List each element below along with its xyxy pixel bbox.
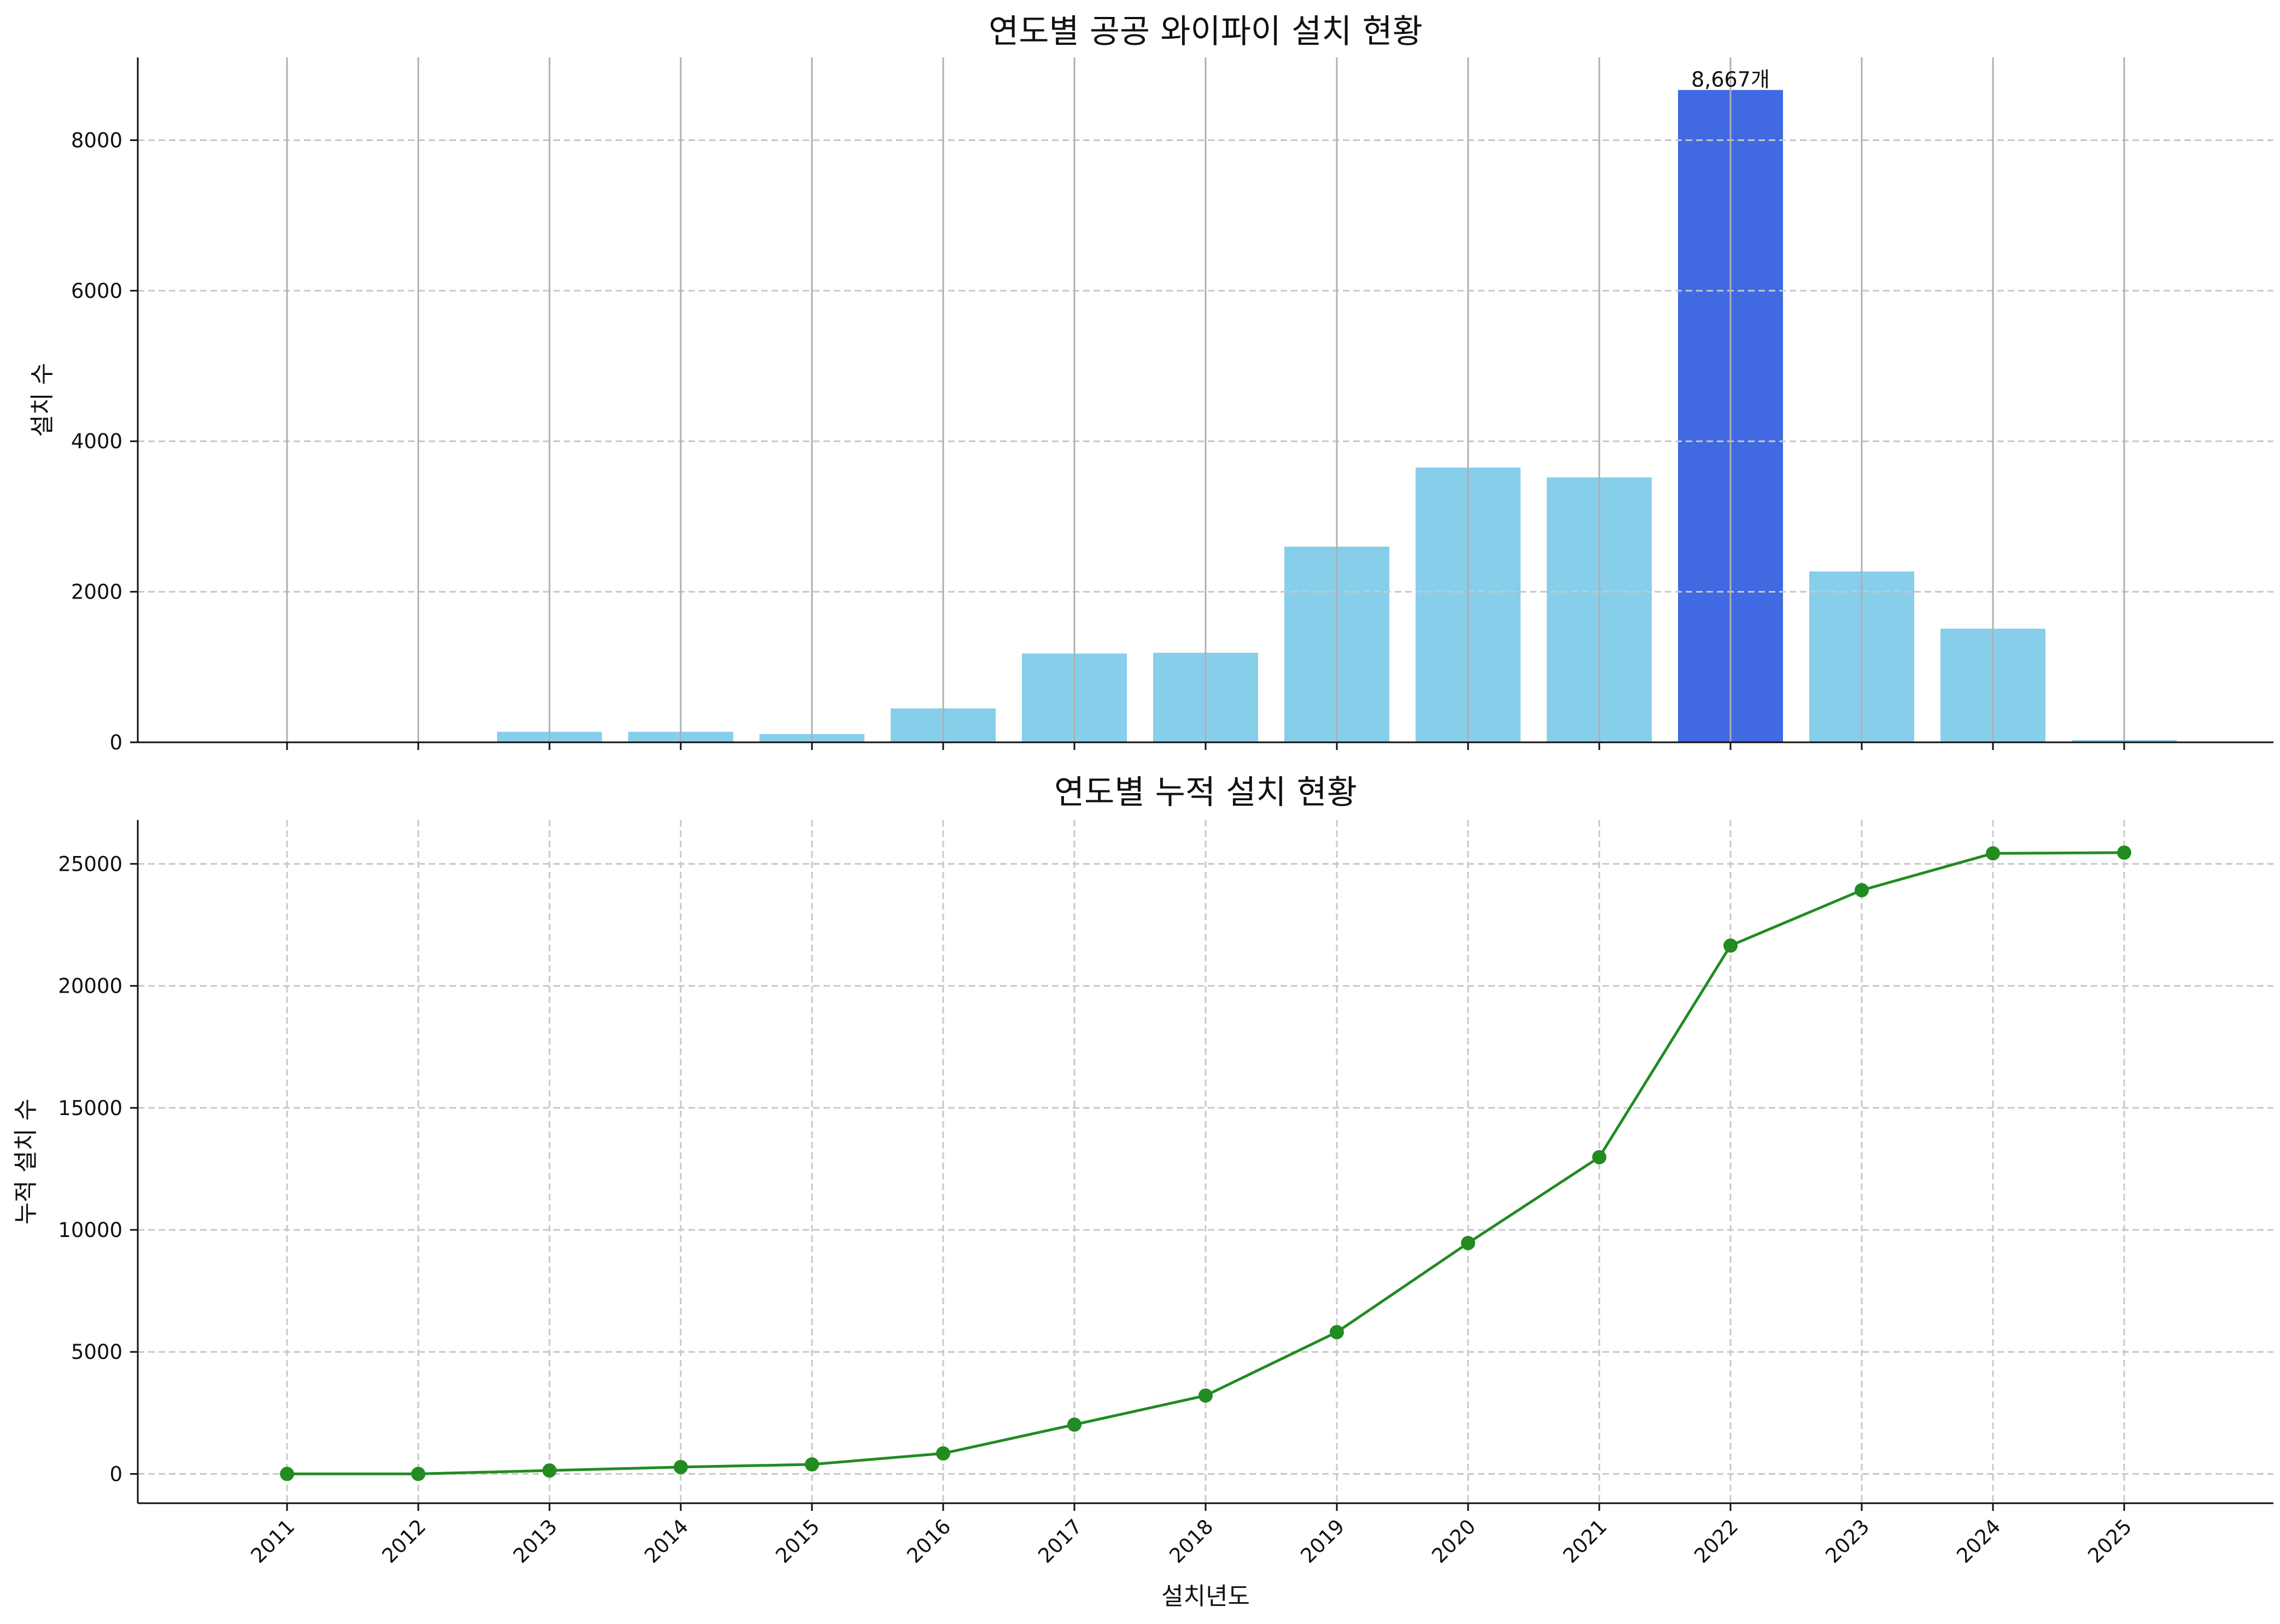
line-chart-x-tick-label: 2015 [771,1515,824,1568]
line-chart-x-tick-label: 2014 [640,1515,693,1568]
line-chart-gridlines [138,820,2273,1503]
line-chart-x-tick-label: 2019 [1296,1515,1349,1568]
point-2014 [674,1459,688,1474]
line-chart-y-tick-label: 25000 [58,852,122,876]
bar-chart-y-tick-label: 6000 [71,279,122,303]
line-chart-x-tick-label: 2018 [1165,1515,1218,1568]
line-chart-x-tick-label: 2013 [508,1515,562,1568]
bar-data-label: 8,667개 [1691,68,1770,92]
line-chart-x-ticks: 2011 2012 2013 2014 2015 2016 2017 2018 2019 2020… [246,1503,2136,1568]
line-chart-y-tick-label: 0 [109,1462,122,1486]
line-chart-x-tick-label: 2011 [246,1515,299,1568]
line-chart-x-tick-label: 2017 [1033,1515,1086,1568]
point-2013 [542,1463,557,1478]
line-chart-x-tick-label: 2023 [1821,1515,1874,1568]
line-chart-title: 연도별 누적 설치 현황 [1054,773,1357,812]
point-2022 [1723,938,1738,953]
line-chart-y-tick-label: 15000 [58,1097,122,1120]
point-2015 [805,1457,819,1472]
point-2024 [1986,846,2000,861]
line-chart-series [280,845,2131,1481]
point-2023 [1855,883,1869,898]
line-chart-x-tick-label: 2022 [1689,1515,1743,1568]
bar-chart-axes [137,57,2273,750]
point-2025 [2117,845,2131,860]
line-chart-x-tick-label: 2021 [1558,1515,1611,1568]
bar-chart-y-tick-label: 0 [109,731,122,754]
point-2016 [936,1446,950,1461]
line-chart-y-tick-label: 10000 [58,1218,122,1242]
bar-chart-y-tick-label: 4000 [71,430,122,453]
point-2011 [280,1467,294,1481]
point-2020 [1461,1236,1475,1251]
line-chart-x-tick-label: 2012 [377,1515,430,1568]
line-chart-x-axis-label: 설치년도 [1161,1582,1250,1610]
point-2018 [1199,1388,1213,1403]
line-chart-x-tick-label: 2025 [2083,1515,2136,1568]
point-2017 [1067,1417,1081,1432]
line-chart-y-tick-label: 20000 [58,975,122,998]
bar-chart-panel: 연도별 공공 와이파이 설치 현황 설치 수 0 2000 4000 6000 8000… [28,13,2273,754]
bar-chart-title: 연도별 공공 와이파이 설치 현황 [989,13,1423,51]
point-2021 [1592,1150,1606,1164]
bar-chart-y-axis-label: 설치 수 [28,363,56,437]
line-chart-y-axis-label: 누적 설치 수 [12,1099,40,1224]
bar-chart-annotations: 8,667개 [1691,68,1770,92]
bar-chart-y-tick-label: 8000 [71,128,122,152]
line-chart-x-tick-label: 2024 [1952,1515,2005,1568]
line-chart-panel: 연도별 누적 설치 현황 누적 설치 수 설치년도 0 5000 10000 1500… [12,773,2273,1610]
bar-chart-y-tick-label: 2000 [71,581,122,604]
point-2012 [411,1467,425,1481]
line-chart-y-ticks: 0 5000 10000 15000 20000 25000 [58,852,138,1486]
bar-chart-y-ticks: 0 2000 4000 6000 8000 [71,128,138,754]
line-chart-y-tick-label: 5000 [71,1340,122,1364]
line-chart-x-tick-label: 2016 [902,1515,955,1568]
line-chart-x-tick-label: 2020 [1427,1515,1480,1568]
point-2019 [1330,1325,1344,1340]
